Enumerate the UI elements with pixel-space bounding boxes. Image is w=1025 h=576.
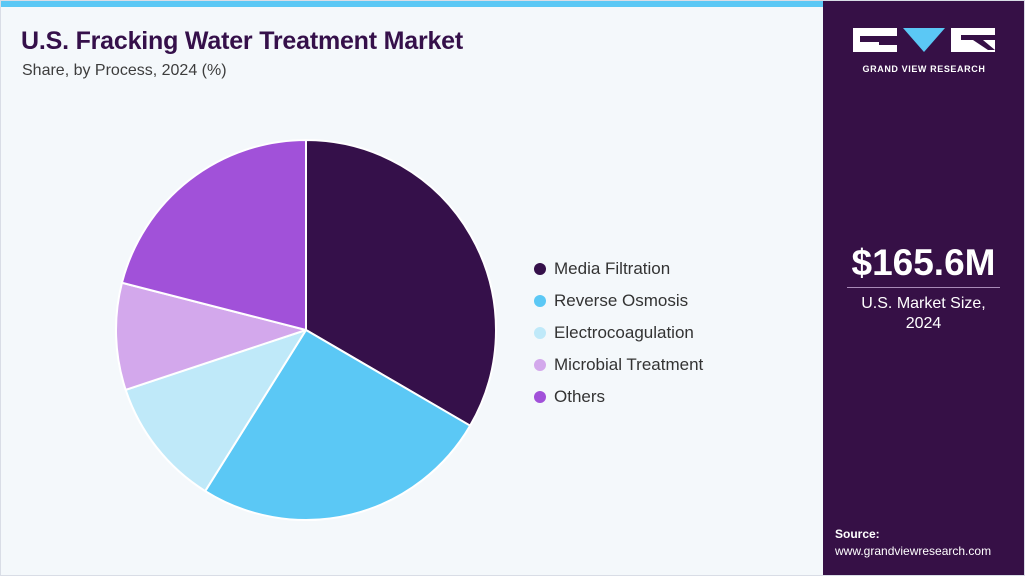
source-label: Source: (835, 527, 880, 541)
chart-subtitle: Share, by Process, 2024 (%) (22, 62, 227, 79)
source-url: www.grandviewresearch.com (835, 544, 992, 558)
legend-swatch-electrocoagulation (534, 327, 546, 339)
chart-panel: U.S. Fracking Water Treatment Market Sha… (1, 1, 823, 575)
legend-item-microbial-treatment: Microbial Treatment (534, 349, 703, 381)
brand-name: GRAND VIEW RESEARCH (863, 64, 986, 74)
legend-swatch-reverse-osmosis (534, 295, 546, 307)
legend-label-others: Others (554, 387, 606, 406)
chart-legend: Media Filtration Reverse Osmosis Electro… (534, 253, 703, 413)
pie-slice-others (120, 139, 307, 331)
legend-swatch-media-filtration (534, 263, 546, 275)
legend-swatch-microbial-treatment (534, 359, 546, 371)
pie-slice-media-filtration (305, 139, 497, 427)
pie-slice-microbial-treatment (115, 281, 307, 391)
legend-swatch-others (534, 391, 546, 403)
legend-item-electrocoagulation: Electrocoagulation (534, 317, 703, 349)
summary-sidebar: GRAND VIEW RESEARCH $165.6M U.S. Market … (823, 1, 1024, 575)
pie-slice-electrocoagulation (124, 329, 307, 493)
legend-label-media-filtration: Media Filtration (554, 259, 671, 278)
chart-title: U.S. Fracking Water Treatment Market (21, 27, 464, 55)
legend-label-electrocoagulation: Electrocoagulation (554, 323, 694, 342)
pie-slice-reverse-osmosis (204, 329, 472, 521)
legend-item-reverse-osmosis: Reverse Osmosis (534, 285, 703, 317)
market-size-value: $165.6M (851, 242, 996, 283)
market-caption-line1: U.S. Market Size, (861, 295, 986, 312)
grand-view-research-logo: GRAND VIEW RESEARCH (853, 28, 995, 74)
legend-item-others: Others (534, 381, 703, 413)
legend-label-reverse-osmosis: Reverse Osmosis (554, 291, 689, 310)
market-caption-line2: 2024 (905, 315, 942, 332)
legend-item-media-filtration: Media Filtration (534, 253, 703, 285)
legend-label-microbial-treatment: Microbial Treatment (554, 355, 704, 374)
market-size-caption: U.S. Market Size, 2024 (823, 294, 1024, 334)
top-accent-bar (1, 1, 823, 7)
pie-chart (115, 139, 497, 521)
value-divider (847, 287, 1000, 288)
